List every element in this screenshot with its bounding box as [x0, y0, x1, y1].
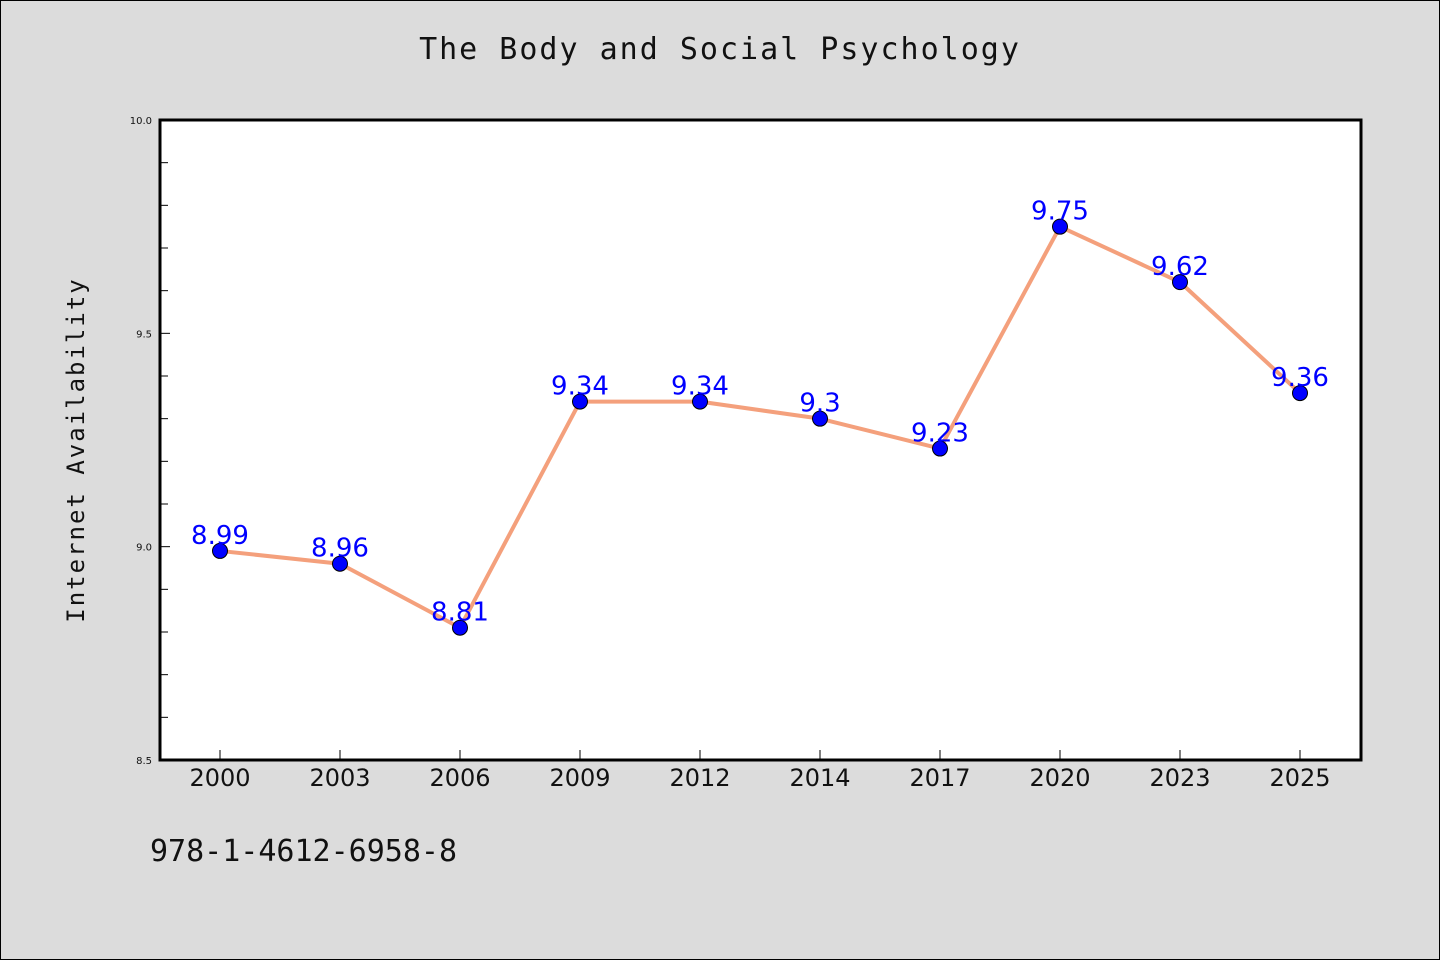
data-point	[1292, 385, 1308, 402]
x-tick-label: 2023	[1149, 764, 1210, 792]
data-label: 9.36	[1271, 363, 1329, 393]
x-tick-label: 2000	[189, 764, 250, 792]
x-tick-label: 2003	[309, 764, 370, 792]
plot-area	[158, 118, 1363, 762]
data-label: 8.96	[311, 534, 369, 564]
y-tick-label: 9.5	[136, 329, 152, 340]
y-tick-label: 9.0	[136, 543, 152, 554]
y-tick-label: 8.5	[136, 756, 152, 767]
data-label: 9.34	[671, 372, 729, 402]
x-tick-label: 2009	[549, 764, 610, 792]
data-point	[812, 410, 828, 427]
y-tick-label: 10.0	[130, 116, 152, 127]
data-point	[452, 619, 468, 636]
series-line	[219, 224, 1302, 630]
isbn-text: 978-1-4612-6958-8	[150, 834, 458, 869]
data-label: 9.3	[799, 389, 840, 419]
x-tick-label: 2014	[789, 764, 850, 792]
data-label: 9.75	[1031, 197, 1089, 227]
data-label: 9.23	[911, 419, 969, 449]
x-tick-label: 2017	[909, 764, 970, 792]
x-tick-label: 2012	[669, 764, 730, 792]
data-label: 9.62	[1151, 252, 1209, 282]
data-point	[1172, 274, 1188, 291]
data-point	[332, 555, 348, 572]
chart-title: The Body and Social Psychology	[419, 32, 1021, 67]
data-point	[1052, 218, 1068, 235]
x-tick-label: 2006	[429, 764, 490, 792]
data-label: 8.99	[191, 521, 249, 551]
data-point	[212, 542, 228, 559]
data-point	[932, 440, 948, 457]
data-label: 8.81	[431, 598, 489, 628]
x-tick-label: 2025	[1269, 764, 1330, 792]
data-point	[692, 393, 708, 410]
x-tick-label: 2020	[1029, 764, 1090, 792]
data-label: 9.34	[551, 372, 609, 402]
data-point	[572, 393, 588, 410]
